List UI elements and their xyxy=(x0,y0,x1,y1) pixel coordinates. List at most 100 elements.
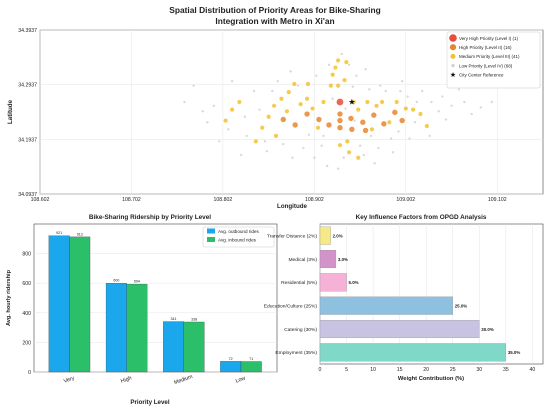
map-point xyxy=(421,89,424,93)
factors-x-tick-label: 40 xyxy=(529,367,535,373)
map-point xyxy=(415,100,418,104)
map-point xyxy=(430,100,433,104)
factors-bar xyxy=(319,226,331,245)
factors-ticks: 0 5 10 15 20 25 30 35 40 Employment (35%) Catering… xyxy=(264,233,536,373)
map-point xyxy=(356,107,361,112)
map-point xyxy=(298,102,303,107)
map-point xyxy=(369,134,373,138)
factors-x-tick-label: 5 xyxy=(345,367,348,373)
map-point xyxy=(276,80,279,83)
ridership-x-axis-label: Priority Level xyxy=(130,399,169,406)
map-point xyxy=(292,122,298,128)
map-point xyxy=(212,104,215,108)
ridership-legend-swatch xyxy=(207,237,215,242)
map-point xyxy=(333,65,338,70)
ridership-legend-box xyxy=(202,226,275,248)
map-point xyxy=(310,106,315,111)
ridership-bar-value-label: 921 xyxy=(56,231,62,235)
ridership-bar xyxy=(48,235,70,373)
map-ticks: 108.602 108.702 108.802 108.902 109.002 109.1… xyxy=(18,28,507,203)
ridership-bar xyxy=(183,321,205,373)
map-legend-marker xyxy=(450,53,456,59)
factors-bar xyxy=(319,273,347,292)
map-point xyxy=(345,139,350,144)
map-point xyxy=(403,106,408,111)
map-point xyxy=(322,134,325,138)
map-x-tick-label: 108.602 xyxy=(31,197,50,203)
factors-x-tick-label: 35 xyxy=(503,367,509,373)
map-point xyxy=(237,99,242,105)
map-point xyxy=(441,95,444,98)
map-point xyxy=(302,146,305,150)
map-point xyxy=(296,84,300,87)
factors-panel: Key Influence Factors from OPGD Analysis… xyxy=(264,214,544,382)
map-point xyxy=(227,128,230,131)
map-x-tick-label: 108.902 xyxy=(305,197,324,203)
factors-chart-title: Key Influence Factors from OPGD Analysis xyxy=(356,214,487,221)
ridership-x-tick-label: Very xyxy=(63,375,75,384)
map-point xyxy=(266,114,271,119)
map-point xyxy=(387,120,392,125)
map-point xyxy=(271,89,274,93)
factors-y-tick-label: Residential (5%) xyxy=(281,280,317,286)
main-title-line1: Spatial Distribution of Priority Areas f… xyxy=(169,5,380,15)
ridership-bar xyxy=(240,361,262,373)
map-point xyxy=(272,103,277,108)
map-point xyxy=(240,153,243,157)
map-y-tick-label: 34.0937 xyxy=(18,192,37,198)
map-point xyxy=(479,106,483,109)
map-point xyxy=(356,155,361,160)
ridership-legend-label: Avg. outbound rides xyxy=(218,229,259,234)
map-point xyxy=(315,125,321,130)
ridership-bar-value-label: 71 xyxy=(249,357,253,361)
map-point xyxy=(450,104,453,108)
map-point xyxy=(327,63,331,67)
map-x-tick-label: 109.002 xyxy=(396,197,415,203)
map-point xyxy=(280,116,286,123)
map-point xyxy=(362,153,365,157)
map-legend-label: Very High Priority (Level I) (1) xyxy=(459,36,519,41)
map-legend: Very High Priority (Level I) (1) High Pri… xyxy=(446,31,541,89)
map-y-tick-label: 34.2937 xyxy=(18,83,37,89)
map-y-tick-label: 34.1937 xyxy=(18,137,37,143)
map-point xyxy=(384,89,387,93)
ridership-y-tick-label: 200 xyxy=(22,340,31,346)
map-point xyxy=(206,121,209,124)
map-point xyxy=(265,149,269,153)
map-point xyxy=(337,143,343,148)
map-point xyxy=(331,97,334,100)
map-point xyxy=(344,107,347,110)
map-point xyxy=(325,164,329,168)
map-point xyxy=(411,107,416,112)
map-point xyxy=(374,103,379,108)
ridership-y-tick-label: 600 xyxy=(22,281,31,287)
map-point xyxy=(229,107,235,112)
map-point xyxy=(286,90,291,95)
map-y-axis-label: Latitude xyxy=(7,99,14,124)
map-point xyxy=(362,127,369,134)
map-point xyxy=(364,67,367,71)
map-x-tick-label: 108.702 xyxy=(122,197,141,203)
map-point xyxy=(399,89,402,93)
factors-bar-value-label: 35.0% xyxy=(508,350,521,355)
ridership-bar xyxy=(126,283,148,373)
map-point xyxy=(258,108,261,111)
factors-bar xyxy=(319,319,480,339)
map-point xyxy=(336,98,344,106)
map-legend-marker xyxy=(449,34,457,42)
factors-x-tick-label: 30 xyxy=(476,367,482,373)
ridership-x-tick-label: Low xyxy=(235,376,246,385)
map-point xyxy=(337,117,343,124)
map-point xyxy=(260,125,265,130)
map-point xyxy=(389,137,393,140)
factors-plot-area xyxy=(319,223,544,365)
map-point xyxy=(313,156,316,159)
map-point xyxy=(399,117,405,124)
map-point xyxy=(355,74,358,77)
main-title-line2: Integration with Metro in Xi'an xyxy=(215,16,334,26)
ridership-bar xyxy=(163,321,184,373)
ridership-y-tick-label: 400 xyxy=(22,311,31,317)
map-point xyxy=(284,109,290,114)
map-point xyxy=(373,162,376,165)
map-point xyxy=(273,133,279,138)
